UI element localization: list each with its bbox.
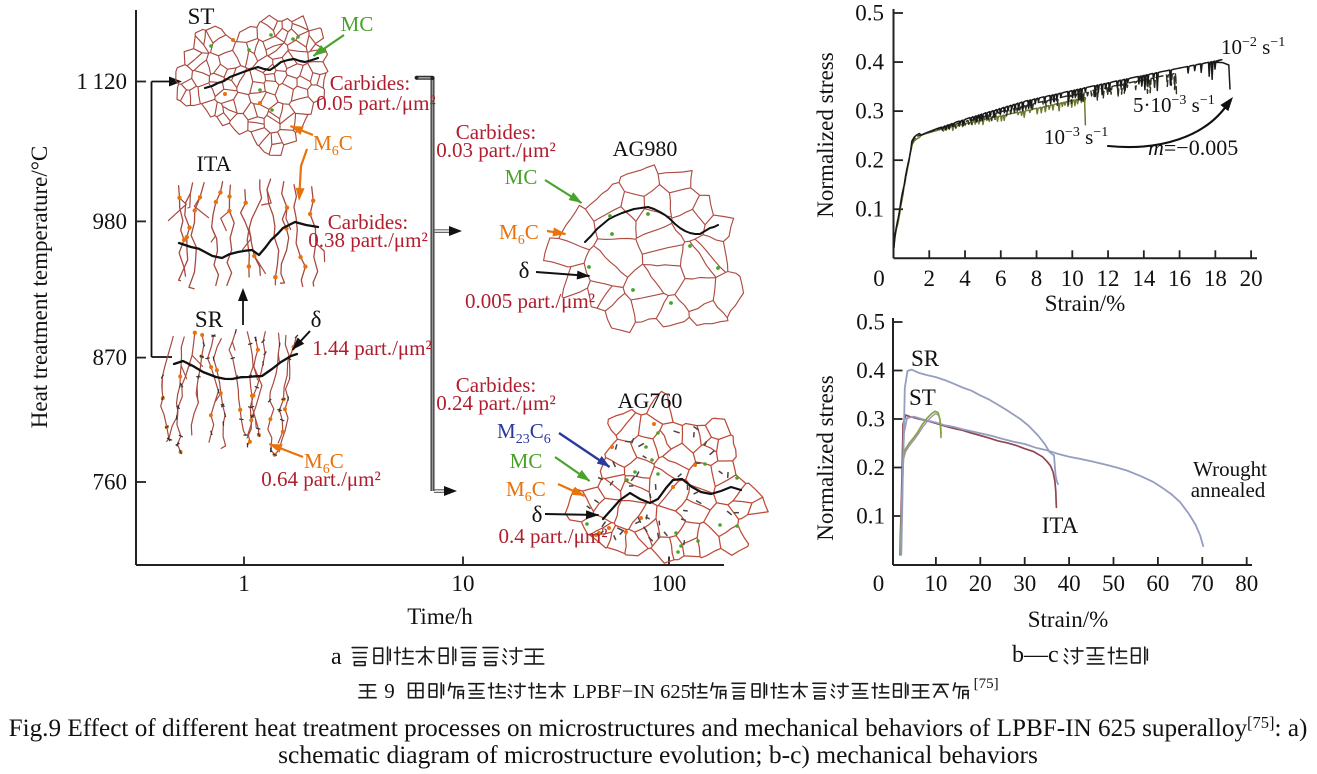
svg-text:14: 14 bbox=[1132, 266, 1156, 291]
svg-text:Time/h: Time/h bbox=[407, 604, 473, 629]
svg-text:20: 20 bbox=[1240, 266, 1263, 291]
svg-text:10: 10 bbox=[924, 571, 947, 596]
svg-text:8: 8 bbox=[1031, 266, 1043, 291]
svg-text:AG760: AG760 bbox=[618, 388, 683, 413]
svg-text:50: 50 bbox=[1102, 571, 1125, 596]
svg-text:760: 760 bbox=[93, 470, 128, 495]
svg-text:a: a bbox=[331, 644, 342, 670]
svg-text:9: 9 bbox=[384, 679, 395, 703]
svg-text:0.38 part./μm²: 0.38 part./μm² bbox=[308, 228, 428, 252]
svg-text:ITA: ITA bbox=[1042, 513, 1079, 538]
svg-text:MC: MC bbox=[510, 449, 543, 473]
svg-text:ST: ST bbox=[909, 385, 936, 410]
svg-text:SR: SR bbox=[911, 346, 940, 371]
svg-text:870: 870 bbox=[93, 345, 128, 370]
svg-text:0.005 part./μm²: 0.005 part./μm² bbox=[465, 289, 595, 313]
svg-text:0.2: 0.2 bbox=[855, 148, 884, 173]
svg-text:18: 18 bbox=[1204, 266, 1227, 291]
svg-text:0.5: 0.5 bbox=[856, 310, 885, 335]
svg-text:10: 10 bbox=[452, 571, 475, 596]
svg-text:[75]: [75] bbox=[974, 676, 999, 692]
svg-text:1: 1 bbox=[238, 571, 250, 596]
svg-text:20: 20 bbox=[969, 571, 992, 596]
svg-text:0.1: 0.1 bbox=[855, 197, 884, 222]
svg-text:80: 80 bbox=[1235, 571, 1258, 596]
svg-text:ST: ST bbox=[188, 4, 215, 29]
svg-text:m=−0.005: m=−0.005 bbox=[1148, 135, 1238, 160]
svg-text:16: 16 bbox=[1168, 266, 1191, 291]
svg-text:70: 70 bbox=[1191, 571, 1214, 596]
svg-text:δ: δ bbox=[311, 307, 322, 332]
svg-text:Normalized stress: Normalized stress bbox=[813, 375, 838, 540]
svg-text:0.5: 0.5 bbox=[855, 1, 884, 26]
svg-text:0.3: 0.3 bbox=[856, 407, 885, 432]
svg-text:ITA: ITA bbox=[197, 151, 232, 176]
svg-text:Strain/%: Strain/% bbox=[1028, 607, 1109, 632]
svg-text:schematic diagram of microstru: schematic diagram of microstructure evol… bbox=[278, 740, 1038, 769]
svg-text:annealed: annealed bbox=[1191, 478, 1266, 502]
svg-text:2: 2 bbox=[924, 266, 936, 291]
svg-text:0.64 part./μm²: 0.64 part./μm² bbox=[261, 467, 381, 491]
svg-text:MC: MC bbox=[341, 12, 374, 36]
svg-text:30: 30 bbox=[1013, 571, 1036, 596]
svg-text:980: 980 bbox=[93, 209, 128, 234]
svg-text:0.2: 0.2 bbox=[856, 455, 885, 480]
svg-text:0.4: 0.4 bbox=[856, 358, 885, 383]
svg-text:SR: SR bbox=[195, 307, 224, 332]
svg-text:0.4: 0.4 bbox=[855, 50, 884, 75]
svg-text:0: 0 bbox=[873, 266, 885, 291]
svg-text:Normalized stress: Normalized stress bbox=[813, 52, 838, 217]
svg-text:4: 4 bbox=[959, 266, 971, 291]
svg-text:Fig.9 Effect of different heat: Fig.9 Effect of different heat treatment… bbox=[9, 713, 1308, 742]
svg-text:Strain/%: Strain/% bbox=[1045, 291, 1126, 316]
svg-text:60: 60 bbox=[1146, 571, 1169, 596]
svg-text:δ: δ bbox=[519, 258, 530, 283]
svg-text:0.3: 0.3 bbox=[855, 99, 884, 124]
svg-text:MC: MC bbox=[505, 165, 538, 189]
svg-text:b—c: b—c bbox=[1012, 642, 1059, 668]
svg-text:Heat treatment temperature/°C: Heat treatment temperature/°C bbox=[27, 146, 52, 429]
svg-text:12: 12 bbox=[1097, 266, 1120, 291]
svg-text:6: 6 bbox=[995, 266, 1007, 291]
svg-text:LPBF−IN 625: LPBF−IN 625 bbox=[573, 681, 691, 703]
svg-text:100: 100 bbox=[652, 571, 687, 596]
svg-text:40: 40 bbox=[1058, 571, 1081, 596]
svg-text:0.05 part./μm²: 0.05 part./μm² bbox=[316, 91, 436, 115]
svg-text:0.1: 0.1 bbox=[856, 504, 885, 529]
svg-text:1 120: 1 120 bbox=[76, 69, 127, 94]
svg-text:0.24 part./μm²: 0.24 part./μm² bbox=[436, 391, 556, 415]
svg-text:0.4 part./μm²: 0.4 part./μm² bbox=[498, 524, 607, 548]
svg-text:0.03 part./μm²: 0.03 part./μm² bbox=[436, 138, 556, 162]
svg-text:1.44 part./μm²: 1.44 part./μm² bbox=[312, 336, 432, 360]
svg-text:0: 0 bbox=[873, 571, 885, 596]
svg-text:10: 10 bbox=[1061, 266, 1084, 291]
svg-text:AG980: AG980 bbox=[613, 136, 678, 161]
